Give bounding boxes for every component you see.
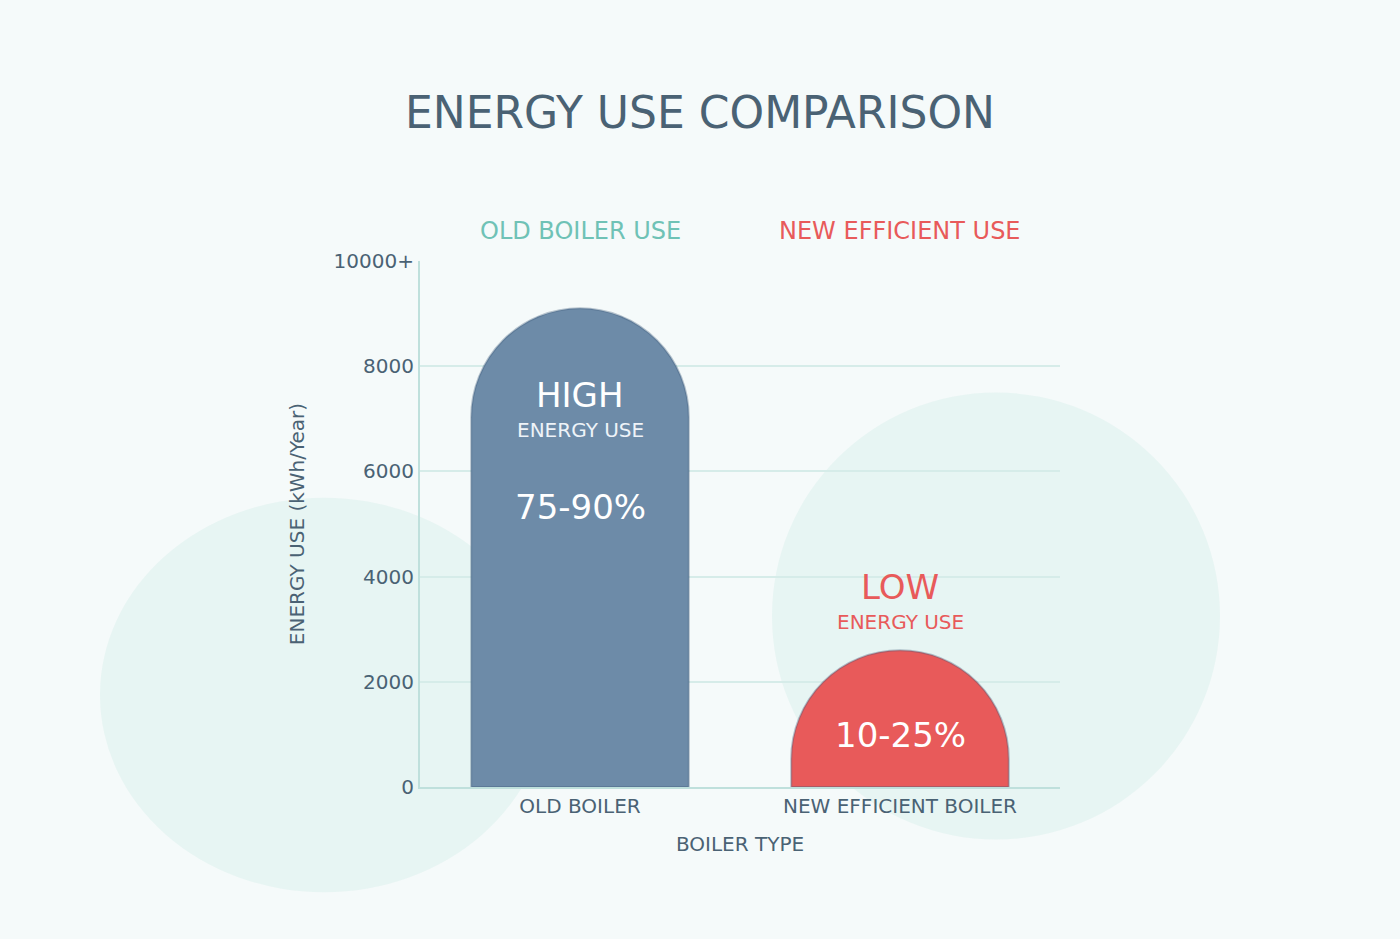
svg-text:HIGH: HIGH <box>536 375 624 415</box>
svg-text:ENERGY USE: ENERGY USE <box>517 418 644 442</box>
svg-text:75-90%: 75-90% <box>515 487 646 527</box>
svg-text:ENERGY USE (kWh/Year): ENERGY USE (kWh/Year) <box>285 403 309 645</box>
svg-text:NEW EFFICIENT USE: NEW EFFICIENT USE <box>779 217 1021 245</box>
svg-text:ENERGY USE: ENERGY USE <box>837 610 964 634</box>
svg-text:ENERGY USE COMPARISON: ENERGY USE COMPARISON <box>405 87 995 138</box>
svg-text:NEW EFFICIENT BOILER: NEW EFFICIENT BOILER <box>783 794 1017 818</box>
svg-text:0: 0 <box>401 775 414 799</box>
svg-text:2000: 2000 <box>363 670 414 694</box>
svg-text:LOW: LOW <box>861 567 939 607</box>
svg-text:BOILER TYPE: BOILER TYPE <box>676 832 804 856</box>
svg-text:10-25%: 10-25% <box>835 715 966 755</box>
svg-text:4000: 4000 <box>363 565 414 589</box>
svg-text:8000: 8000 <box>363 354 414 378</box>
svg-text:OLD BOILER USE: OLD BOILER USE <box>480 217 681 245</box>
svg-text:6000: 6000 <box>363 459 414 483</box>
svg-text:OLD BOILER: OLD BOILER <box>519 794 640 818</box>
svg-text:10000+: 10000+ <box>334 249 414 273</box>
